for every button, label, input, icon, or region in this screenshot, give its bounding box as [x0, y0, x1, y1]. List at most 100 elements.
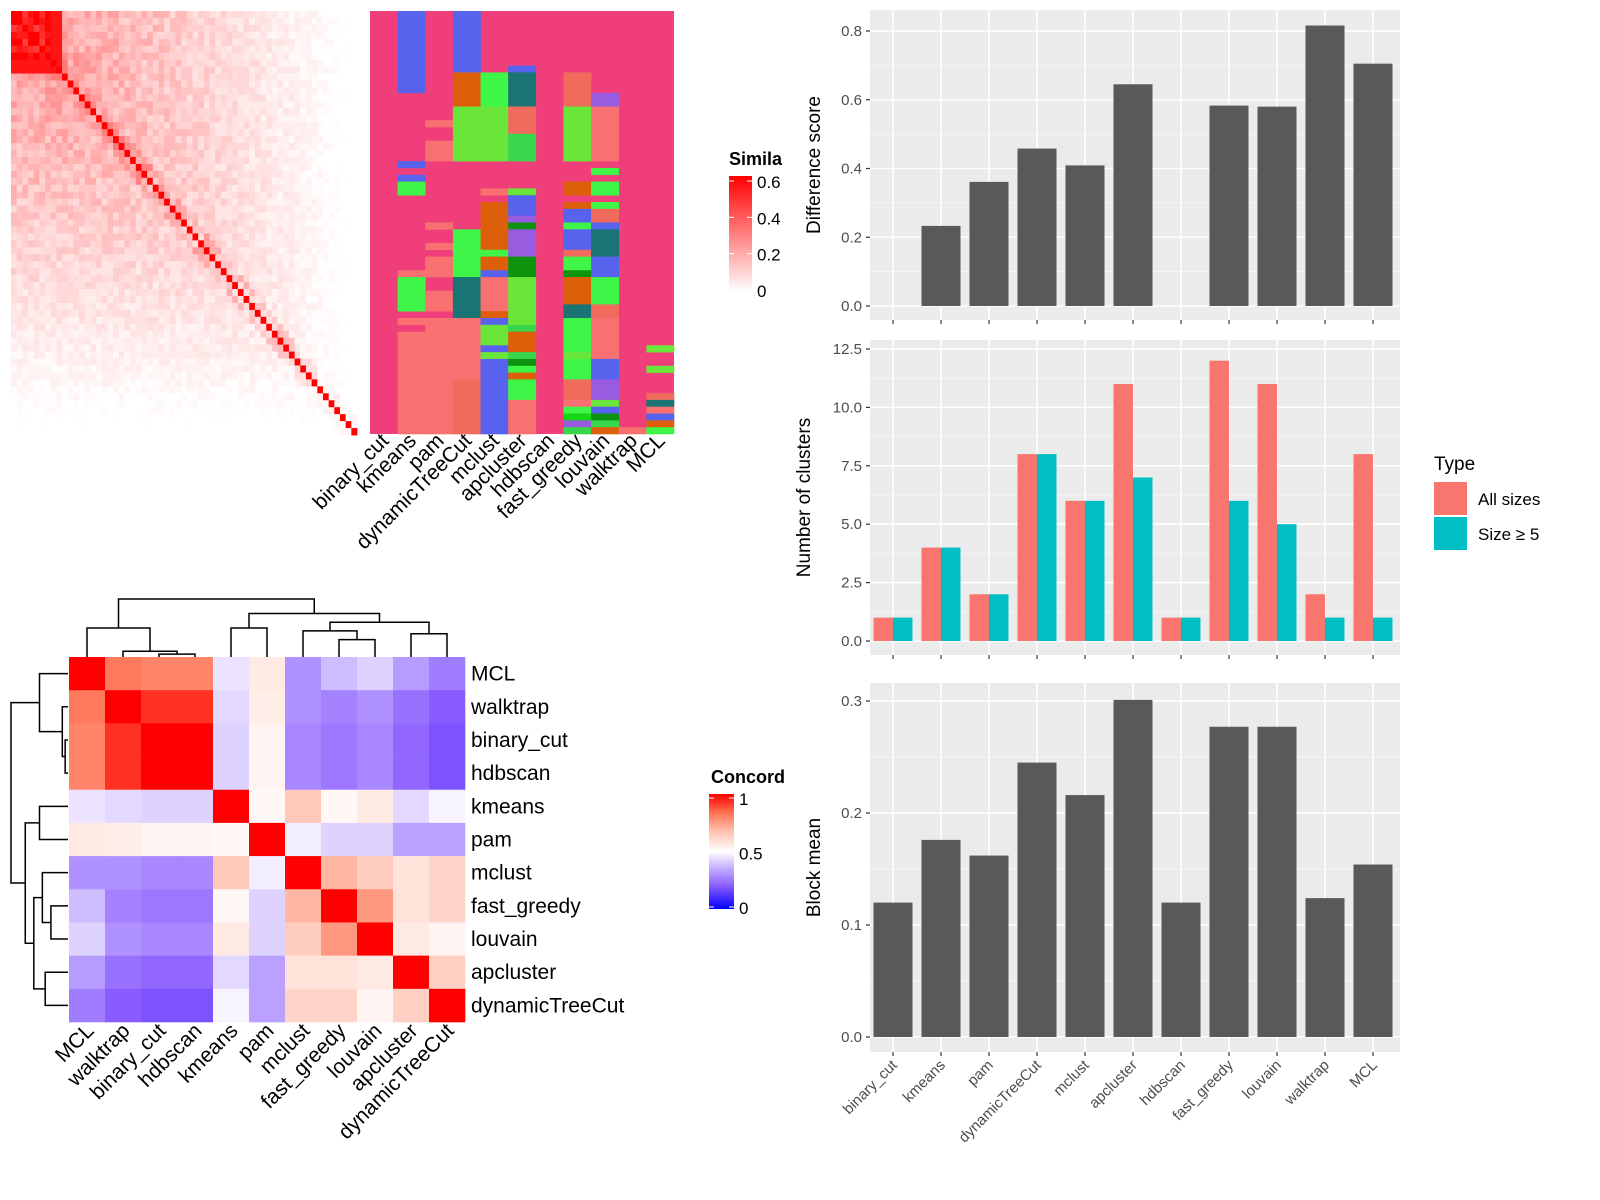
- similarity-cell: [311, 421, 318, 429]
- similarity-cell: [101, 24, 108, 33]
- similarity-cell: [232, 358, 239, 366]
- similarity-cell: [339, 73, 347, 81]
- similarity-cell: [113, 428, 120, 436]
- similarity-cell: [192, 254, 199, 262]
- similarity-cell: [220, 177, 227, 186]
- similarity-cell: [300, 205, 307, 213]
- similarity-cell: [45, 94, 52, 102]
- similarity-cell: [147, 31, 154, 40]
- similarity-cell: [84, 163, 91, 172]
- concordance-cell: [285, 822, 322, 857]
- similarity-cell: [50, 31, 57, 40]
- similarity-cell: [124, 289, 131, 297]
- similarity-cell: [130, 24, 137, 33]
- similarity-cell: [39, 163, 46, 172]
- similarity-cell: [334, 163, 341, 172]
- similarity-cell: [101, 302, 108, 311]
- similarity-cell: [215, 289, 222, 297]
- similarity-cell: [169, 323, 176, 332]
- similarity-cell: [175, 80, 182, 88]
- dendrogram-branch: [117, 598, 315, 628]
- similarity-cell: [215, 38, 222, 47]
- similarity-cell: [322, 386, 330, 394]
- similarity-cell: [186, 170, 193, 179]
- similarity-cell: [130, 309, 137, 318]
- similarity-cell: [118, 45, 125, 54]
- similarity-cell: [305, 309, 313, 318]
- similarity-cell: [118, 108, 125, 116]
- similarity-cell: [118, 163, 125, 172]
- bar: [1209, 726, 1249, 1037]
- similarity-cell: [181, 226, 188, 234]
- similarity-cell: [158, 143, 165, 151]
- similarity-cell: [317, 393, 324, 401]
- similarity-cell: [141, 289, 148, 297]
- y-tick-label: 5.0: [841, 516, 862, 533]
- similarity-cell: [328, 261, 335, 269]
- similarity-cell: [277, 115, 284, 123]
- concordance-cell: [141, 988, 178, 1023]
- concordance-cell: [105, 723, 142, 757]
- similarity-cell: [277, 191, 284, 200]
- membership-segment: [591, 399, 620, 408]
- similarity-cell: [11, 150, 18, 158]
- similarity-cell: [152, 198, 159, 207]
- similarity-cell: [220, 268, 227, 276]
- similarity-cell: [11, 247, 18, 255]
- similarity-cell: [209, 108, 216, 116]
- similarity-cell: [271, 309, 278, 318]
- similarity-cell: [266, 268, 273, 276]
- similarity-cell: [135, 295, 142, 304]
- similarity-cell: [45, 24, 52, 33]
- similarity-cell: [311, 289, 318, 297]
- similarity-cell: [169, 351, 176, 359]
- similarity-cell: [130, 428, 137, 436]
- similarity-cell: [311, 80, 318, 88]
- similarity-cell: [56, 393, 63, 401]
- similarity-cell: [147, 289, 154, 297]
- similarity-cell: [141, 136, 148, 144]
- similarity-cell: [118, 309, 125, 318]
- similarity-cell: [113, 150, 120, 158]
- concordance-cell: [141, 723, 178, 757]
- similarity-cell: [351, 156, 358, 165]
- similarity-cell: [181, 205, 188, 213]
- similarity-cell: [169, 11, 176, 19]
- similarity-cell: [271, 205, 278, 213]
- similarity-cell: [158, 24, 165, 33]
- similarity-cell: [226, 150, 233, 158]
- similarity-cell: [118, 115, 125, 123]
- similarity-cell: [226, 59, 233, 68]
- similarity-cell: [288, 177, 295, 186]
- similarity-cell: [351, 247, 358, 255]
- similarity-cell: [322, 302, 330, 311]
- similarity-cell: [226, 302, 233, 311]
- similarity-cell: [84, 351, 91, 359]
- similarity-cell: [334, 191, 341, 200]
- similarity-cell: [277, 233, 284, 241]
- similarity-cell: [90, 170, 97, 179]
- similarity-cell: [113, 184, 120, 193]
- similarity-cell: [345, 205, 352, 213]
- similarity-cell: [226, 344, 233, 352]
- similarity-cell: [254, 275, 261, 283]
- similarity-cell: [300, 191, 307, 200]
- similarity-cell: [294, 143, 301, 151]
- dendrogram-branch: [230, 627, 268, 657]
- similarity-cell: [56, 205, 63, 213]
- similarity-cell: [39, 122, 46, 130]
- similarity-cell: [22, 80, 29, 88]
- similarity-cell: [339, 101, 347, 109]
- similarity-cell: [232, 80, 239, 88]
- similarity-cell: [305, 254, 313, 262]
- similarity-cell: [181, 358, 188, 366]
- similarity-cell: [164, 163, 171, 172]
- similarity-cell: [152, 205, 159, 213]
- similarity-cell: [158, 400, 165, 408]
- similarity-cell: [152, 163, 159, 172]
- similarity-cell: [79, 38, 86, 47]
- similarity-cell: [192, 275, 199, 283]
- similarity-cell: [22, 101, 29, 109]
- similarity-cell: [288, 282, 295, 290]
- similarity-cell: [322, 372, 330, 380]
